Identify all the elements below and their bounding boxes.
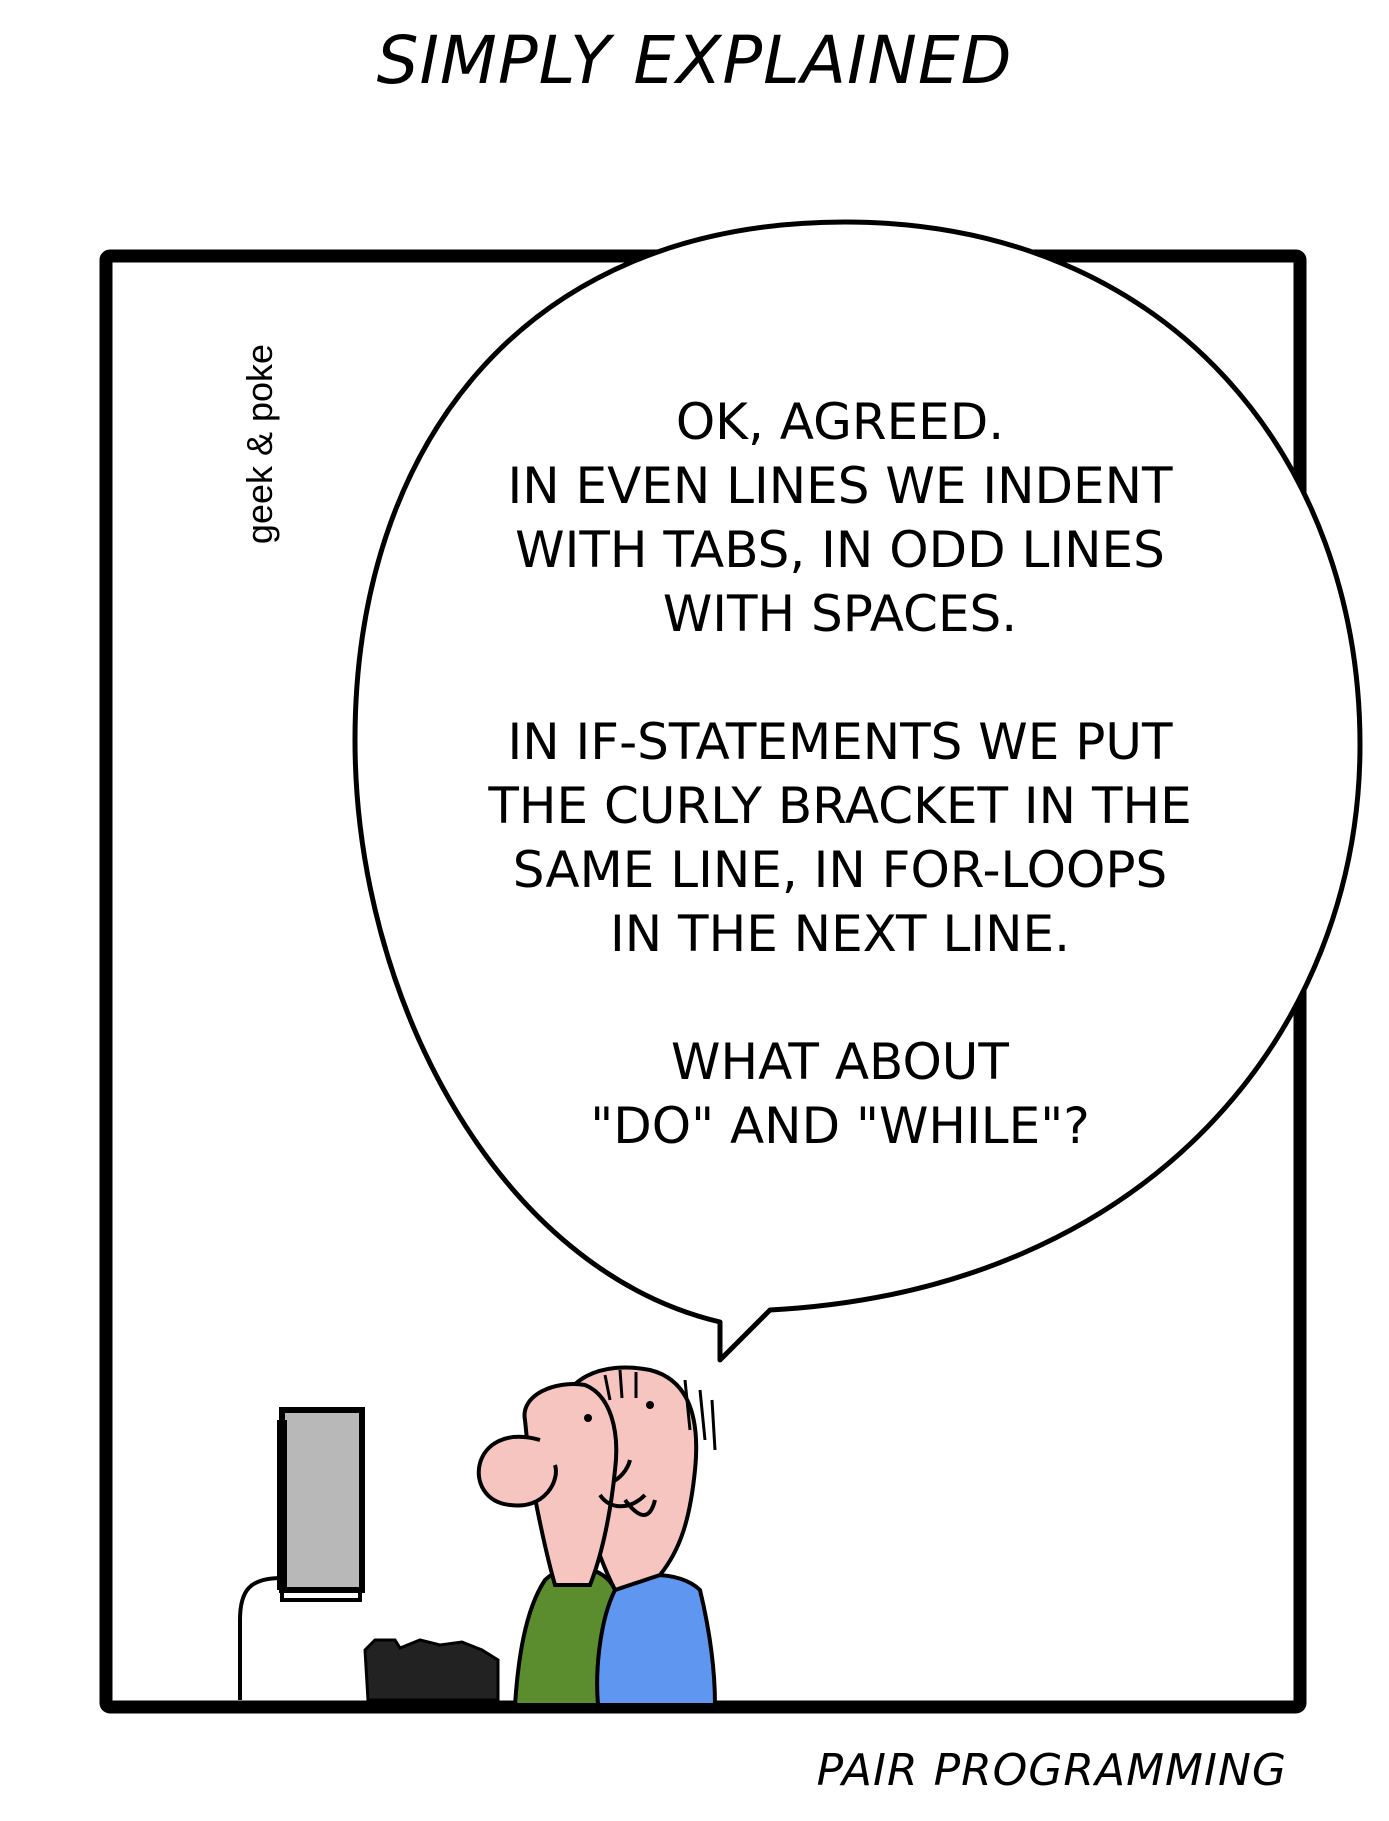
speech-line: IN IF-STATEMENTS WE PUT: [507, 713, 1173, 771]
speech-line: SAME LINE, IN FOR-LOOPS: [512, 841, 1168, 899]
speech-line: WITH SPACES.: [662, 585, 1018, 643]
programmer-left: [476, 1369, 654, 1707]
artist-credit: geek & poke: [239, 343, 280, 545]
speech-line: IN THE NEXT LINE.: [610, 905, 1070, 963]
computer-cable: [238, 1576, 283, 1700]
speech-paragraph: WHAT ABOUT "DO" AND "WHILE"?: [400, 1030, 1280, 1158]
speech-bubble: [352, 219, 1363, 1363]
speech-paragraph: OK, AGREED. IN EVEN LINES WE INDENT WITH…: [400, 390, 1280, 646]
keyboard: [363, 1638, 500, 1702]
speech-line: "DO" AND "WHILE"?: [590, 1097, 1090, 1155]
speech-text: OK, AGREED. IN EVEN LINES WE INDENT WITH…: [400, 390, 1280, 1158]
computer: [238, 1407, 500, 1702]
speech-paragraph: IN IF-STATEMENTS WE PUT THE CURLY BRACKE…: [400, 710, 1280, 966]
speech-line: IN EVEN LINES WE INDENT: [507, 457, 1173, 515]
comic-title: SIMPLY EXPLAINED: [376, 22, 1013, 99]
speech-line: WHAT ABOUT: [671, 1033, 1009, 1091]
speech-line: WITH TABS, IN ODD LINES: [515, 521, 1165, 579]
comic-caption: PAIR PROGRAMMING: [816, 1745, 1287, 1796]
speech-line: OK, AGREED.: [675, 393, 1005, 451]
monitor: [279, 1407, 365, 1593]
speech-line: THE CURLY BRACKET IN THE: [488, 777, 1192, 835]
